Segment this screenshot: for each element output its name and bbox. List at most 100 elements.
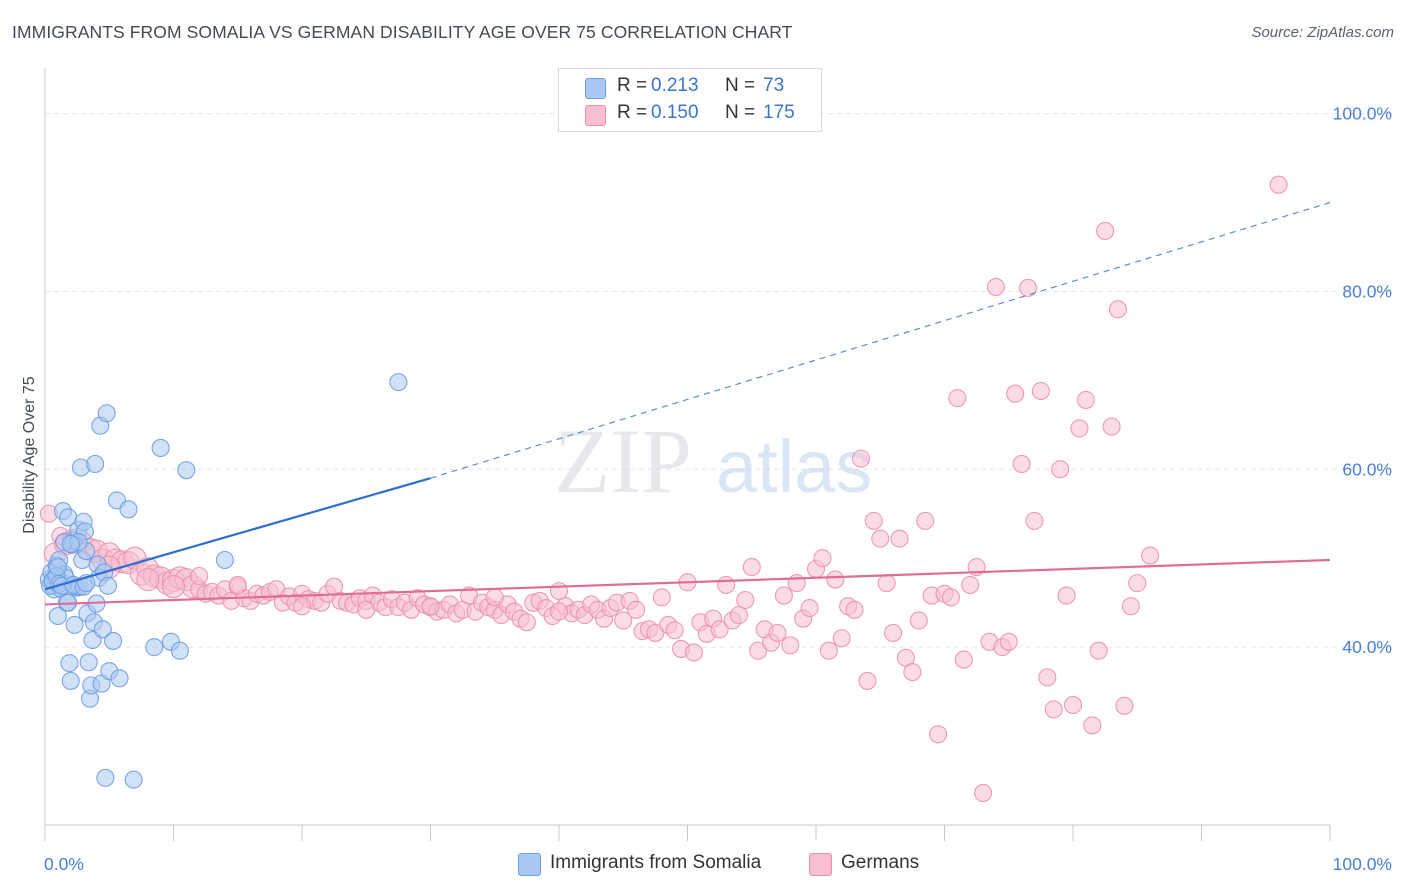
germans-point (1269, 175, 1288, 194)
germans-point (973, 783, 993, 803)
germans-point (941, 588, 960, 607)
somalia-point (98, 576, 118, 595)
germans-point (421, 597, 440, 616)
germans-point (1076, 390, 1095, 409)
somalia-point (61, 534, 80, 554)
legend-label-germans: Germans (841, 852, 920, 873)
germans-point (781, 636, 800, 655)
germans-trend-line (44, 558, 1331, 606)
source-label: Source: ZipAtlas.com (1251, 24, 1394, 41)
germans-point (864, 511, 883, 530)
germans-point (1121, 597, 1140, 616)
germans-points (39, 175, 1288, 803)
germans-point (716, 575, 736, 594)
somalia-point (151, 438, 170, 457)
germans-point (1083, 716, 1102, 735)
germans-point (646, 623, 665, 642)
y-tick-label: 60.0% (1342, 459, 1392, 479)
germans-point (1057, 586, 1076, 605)
watermark: ZIP atlas (554, 410, 872, 512)
y-axis-label: Disability Age Over 75 (21, 376, 38, 534)
germans-point (948, 389, 967, 408)
germans-point (485, 588, 504, 607)
tick-labels: 40.0% 60.0% 80.0% 100.0% 0.0% 100.0% (44, 104, 1392, 874)
germans-point (890, 529, 909, 548)
stats-legend: R = 0.213 N = 73 R = 0.150 N = 175 (558, 68, 822, 132)
germans-point (1031, 381, 1050, 401)
germans-point (884, 623, 903, 642)
somalia-point (48, 558, 67, 577)
germans-point (292, 597, 312, 616)
somalia-point (145, 638, 164, 657)
legend-swatch-germans (585, 105, 606, 126)
germans-point (916, 511, 935, 530)
chart-title: IMMIGRANTS FROM SOMALIA VS GERMAN DISABI… (12, 22, 793, 42)
germans-point (161, 575, 186, 599)
germans-point (929, 725, 948, 744)
germans-point (749, 641, 768, 660)
axes (44, 68, 1331, 841)
somalia-point (110, 669, 129, 688)
watermark-atlas: atlas (716, 425, 872, 508)
somalia-point (61, 671, 80, 690)
germans-point (851, 449, 871, 468)
somalia-points (39, 373, 408, 789)
germans-point (858, 671, 877, 690)
germans-point (1018, 278, 1038, 297)
germans-point (813, 549, 832, 568)
germans-point (903, 662, 922, 682)
watermark-zip: ZIP (554, 410, 692, 512)
series-legend: Immigrants from Somalia Germans (0, 852, 1406, 878)
somalia-point (93, 620, 112, 639)
legend-r-value: 0.213 (651, 75, 699, 96)
germans-point (877, 574, 896, 593)
somalia-point (79, 653, 98, 672)
legend-swatch-germans (809, 853, 832, 876)
legend-row-germans: R = 0.150 N = 175 (559, 102, 819, 128)
germans-point (1089, 641, 1108, 660)
germans-point (909, 611, 928, 630)
germans-point (684, 643, 703, 662)
germans-point (800, 598, 819, 618)
legend-n-label: N = (725, 75, 756, 96)
germans-point (999, 632, 1018, 651)
germans-point (1070, 419, 1089, 438)
germans-point (774, 586, 793, 605)
legend-label-somalia: Immigrants from Somalia (550, 852, 762, 873)
germans-point (190, 566, 209, 586)
germans-point (819, 641, 838, 660)
germans-point (1006, 384, 1025, 403)
y-tick-label: 80.0% (1342, 281, 1392, 301)
legend-row-somalia: R = 0.213 N = 73 (559, 75, 819, 101)
germans-point (627, 600, 646, 619)
somalia-point (177, 461, 196, 480)
germans-point (1051, 460, 1070, 479)
legend-r-value: 0.150 (651, 102, 699, 123)
germans-point (1141, 546, 1160, 565)
legend-swatch-somalia (585, 78, 606, 99)
somalia-point (96, 768, 115, 787)
legend-swatch-somalia (518, 853, 541, 876)
y-tick-label: 40.0% (1342, 637, 1392, 657)
somalia-point (104, 631, 123, 650)
germans-point (871, 529, 890, 548)
somalia-point (119, 500, 138, 519)
germans-point (961, 575, 980, 594)
germans-point (665, 621, 684, 640)
somalia-point (170, 641, 189, 660)
germans-point (136, 568, 160, 592)
germans-point (652, 588, 671, 607)
germans-point (826, 570, 845, 589)
germans-point (614, 611, 633, 630)
germans-point (357, 600, 376, 619)
somalia-point (97, 404, 116, 423)
x-tick-label-max: 100.0% (1333, 854, 1392, 874)
somalia-trend-line (44, 477, 431, 591)
somalia-point (124, 770, 143, 789)
legend-n-label: N = (725, 102, 756, 123)
germans-point (954, 650, 973, 669)
germans-point (1044, 700, 1063, 719)
germans-point (1012, 454, 1031, 474)
somalia-point (86, 454, 105, 474)
